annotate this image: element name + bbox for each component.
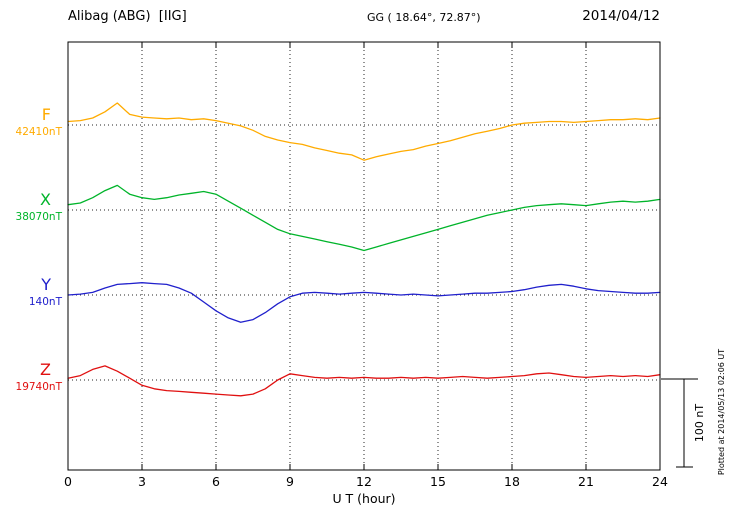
trace-name-y: Y	[41, 275, 51, 294]
trace-label-y: Y 140nT	[0, 277, 62, 308]
trace-y	[67, 282, 661, 323]
trace-name-x: X	[40, 190, 51, 209]
trace-label-x: X 38070nT	[0, 192, 62, 223]
trace-name-f: F	[41, 105, 51, 124]
scale-bar-label: 100 nT	[693, 404, 706, 442]
traces-group	[67, 102, 661, 397]
gridlines-group	[141, 42, 587, 470]
trace-baseline-f: 42410nT	[15, 126, 62, 138]
station-title: Alibag (ABG) [IIG]	[68, 9, 187, 24]
scale-bar	[661, 378, 698, 468]
plotted-at-note: Plotted at 2014/05/13 02:06 UT	[717, 349, 726, 475]
trace-baseline-x: 38070nT	[15, 211, 62, 223]
x-axis-label: U T (hour)	[332, 491, 395, 506]
x-tick-label: 21	[578, 474, 594, 489]
x-tick-label: 18	[504, 474, 520, 489]
x-tick-label: 3	[138, 474, 146, 489]
trace-baseline-y: 140nT	[28, 296, 62, 308]
baselines-group	[68, 124, 660, 381]
x-tick-label: 12	[356, 474, 372, 489]
trace-x	[67, 184, 661, 252]
x-tick-label: 15	[430, 474, 446, 489]
geographic-coords-label: GG ( 18.64°, 72.87°)	[367, 11, 481, 24]
trace-label-f: F 42410nT	[0, 107, 62, 138]
date-label: 2014/04/12	[582, 8, 660, 24]
plot-frame	[67, 41, 661, 471]
trace-label-z: Z 19740nT	[0, 362, 62, 393]
x-tick-label: 24	[652, 474, 668, 489]
trace-z	[67, 365, 661, 397]
x-tick-labels-group: 0 3 6 9 12 15 18 21 24	[64, 474, 668, 489]
trace-f	[67, 102, 661, 161]
x-tick-label: 0	[64, 474, 72, 489]
x-tick-label: 9	[286, 474, 294, 489]
trace-baseline-z: 19740nT	[15, 381, 62, 393]
trace-name-z: Z	[40, 360, 51, 379]
x-tick-label: 6	[212, 474, 220, 489]
